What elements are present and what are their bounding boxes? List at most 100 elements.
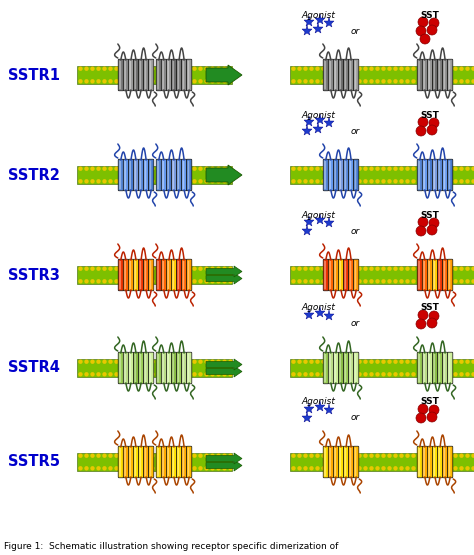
FancyBboxPatch shape [428, 60, 430, 89]
Circle shape [369, 360, 374, 364]
Circle shape [351, 166, 356, 171]
Circle shape [465, 360, 470, 364]
FancyBboxPatch shape [149, 352, 154, 384]
Circle shape [168, 360, 173, 364]
Circle shape [186, 360, 191, 364]
Circle shape [399, 179, 404, 184]
FancyBboxPatch shape [182, 60, 184, 89]
FancyBboxPatch shape [144, 352, 149, 384]
Circle shape [357, 360, 362, 364]
Circle shape [120, 179, 125, 184]
Circle shape [150, 372, 155, 376]
Circle shape [435, 453, 440, 458]
FancyBboxPatch shape [119, 60, 121, 89]
Circle shape [429, 79, 434, 83]
FancyArrow shape [206, 460, 242, 471]
FancyBboxPatch shape [166, 59, 172, 91]
FancyBboxPatch shape [333, 352, 338, 384]
Circle shape [345, 466, 350, 471]
FancyBboxPatch shape [333, 259, 338, 291]
Circle shape [328, 179, 332, 184]
Circle shape [339, 453, 344, 458]
FancyBboxPatch shape [139, 261, 141, 289]
FancyBboxPatch shape [177, 60, 179, 89]
Circle shape [150, 67, 155, 71]
FancyBboxPatch shape [438, 159, 443, 191]
Circle shape [369, 166, 374, 171]
FancyBboxPatch shape [344, 59, 349, 91]
Circle shape [405, 67, 410, 71]
Circle shape [471, 453, 474, 458]
FancyBboxPatch shape [161, 446, 166, 478]
Circle shape [393, 79, 398, 83]
FancyBboxPatch shape [139, 60, 141, 89]
Circle shape [156, 67, 161, 71]
Circle shape [150, 360, 155, 364]
Circle shape [120, 79, 125, 83]
Circle shape [345, 279, 350, 284]
Circle shape [399, 279, 404, 284]
Circle shape [108, 79, 113, 83]
Circle shape [108, 67, 113, 71]
Circle shape [84, 179, 89, 184]
Bar [78, 266, 233, 284]
Circle shape [471, 67, 474, 71]
Circle shape [228, 67, 233, 71]
Circle shape [138, 67, 143, 71]
FancyBboxPatch shape [444, 161, 445, 189]
Circle shape [91, 372, 95, 376]
Circle shape [321, 266, 326, 271]
FancyBboxPatch shape [157, 261, 159, 289]
Circle shape [228, 453, 233, 458]
Circle shape [297, 166, 301, 171]
Circle shape [465, 67, 470, 71]
FancyBboxPatch shape [172, 159, 177, 191]
Circle shape [435, 266, 440, 271]
FancyBboxPatch shape [433, 261, 435, 289]
FancyBboxPatch shape [139, 161, 141, 189]
Text: or: or [350, 226, 360, 235]
FancyBboxPatch shape [354, 352, 359, 384]
Circle shape [405, 279, 410, 284]
Circle shape [441, 279, 446, 284]
Circle shape [427, 412, 437, 422]
Circle shape [315, 266, 319, 271]
Circle shape [108, 266, 113, 271]
FancyBboxPatch shape [176, 446, 182, 478]
Circle shape [114, 372, 118, 376]
Circle shape [405, 266, 410, 271]
FancyBboxPatch shape [324, 60, 326, 89]
FancyBboxPatch shape [144, 446, 149, 478]
FancyBboxPatch shape [423, 354, 425, 382]
Circle shape [411, 266, 416, 271]
FancyBboxPatch shape [338, 59, 344, 91]
Circle shape [381, 67, 386, 71]
FancyBboxPatch shape [355, 261, 356, 289]
Circle shape [381, 279, 386, 284]
Circle shape [363, 266, 368, 271]
FancyBboxPatch shape [334, 261, 336, 289]
Circle shape [369, 453, 374, 458]
Circle shape [303, 79, 308, 83]
Circle shape [222, 360, 227, 364]
FancyBboxPatch shape [182, 259, 187, 291]
Circle shape [429, 279, 434, 284]
FancyBboxPatch shape [344, 352, 349, 384]
Circle shape [310, 372, 314, 376]
Circle shape [375, 179, 380, 184]
Circle shape [427, 25, 437, 35]
Circle shape [328, 360, 332, 364]
FancyBboxPatch shape [355, 60, 356, 89]
Circle shape [441, 179, 446, 184]
Circle shape [108, 360, 113, 364]
Circle shape [333, 279, 337, 284]
FancyBboxPatch shape [349, 354, 351, 382]
Circle shape [465, 466, 470, 471]
Circle shape [441, 266, 446, 271]
FancyBboxPatch shape [161, 352, 166, 384]
Circle shape [393, 360, 398, 364]
FancyBboxPatch shape [354, 446, 359, 478]
Circle shape [357, 166, 362, 171]
Circle shape [435, 179, 440, 184]
Text: SST: SST [420, 210, 439, 219]
